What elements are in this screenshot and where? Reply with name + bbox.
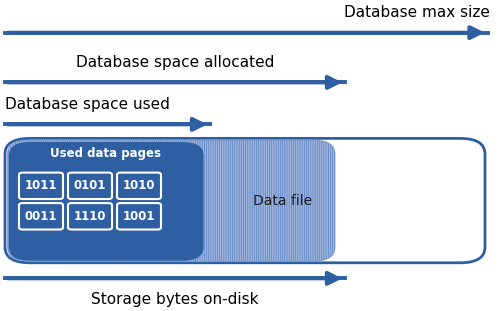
- Text: 1011: 1011: [24, 179, 57, 192]
- Text: Used data pages: Used data pages: [50, 147, 162, 160]
- Text: Data file: Data file: [253, 193, 312, 208]
- Text: Storage bytes on-disk: Storage bytes on-disk: [91, 292, 259, 307]
- Text: 0101: 0101: [74, 179, 106, 192]
- FancyBboxPatch shape: [68, 173, 112, 199]
- FancyBboxPatch shape: [117, 203, 161, 230]
- Text: 1110: 1110: [74, 210, 106, 223]
- FancyBboxPatch shape: [10, 143, 202, 260]
- FancyBboxPatch shape: [19, 173, 63, 199]
- Text: 1010: 1010: [123, 179, 155, 192]
- Text: 1001: 1001: [123, 210, 155, 223]
- FancyBboxPatch shape: [8, 140, 335, 261]
- Text: Database space used: Database space used: [5, 97, 170, 112]
- FancyBboxPatch shape: [68, 203, 112, 230]
- FancyBboxPatch shape: [5, 138, 485, 263]
- Text: Database space allocated: Database space allocated: [76, 55, 274, 70]
- Text: 0011: 0011: [24, 210, 57, 223]
- Text: Database max size: Database max size: [344, 5, 490, 20]
- FancyBboxPatch shape: [117, 173, 161, 199]
- FancyBboxPatch shape: [19, 203, 63, 230]
